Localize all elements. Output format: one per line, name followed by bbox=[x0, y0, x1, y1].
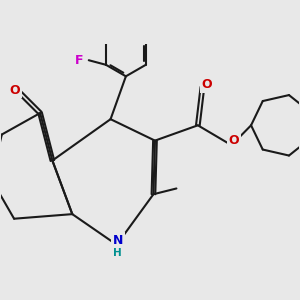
Text: H: H bbox=[113, 248, 122, 258]
Text: O: O bbox=[202, 78, 212, 91]
Text: O: O bbox=[229, 134, 239, 147]
Text: O: O bbox=[10, 84, 20, 97]
Text: F: F bbox=[75, 54, 84, 67]
Text: N: N bbox=[113, 234, 123, 247]
